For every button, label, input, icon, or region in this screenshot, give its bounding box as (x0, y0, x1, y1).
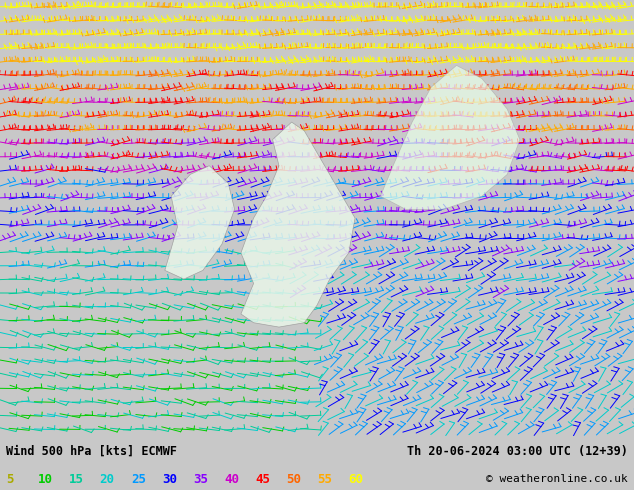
Polygon shape (165, 166, 235, 279)
Text: 5: 5 (6, 473, 14, 486)
Text: 60: 60 (349, 473, 364, 486)
Polygon shape (241, 122, 355, 327)
Text: 30: 30 (162, 473, 177, 486)
Text: Wind 500 hPa [kts] ECMWF: Wind 500 hPa [kts] ECMWF (6, 445, 178, 458)
Text: 15: 15 (68, 473, 84, 486)
Text: © weatheronline.co.uk: © weatheronline.co.uk (486, 474, 628, 484)
Text: 55: 55 (318, 473, 333, 486)
Text: 35: 35 (193, 473, 208, 486)
Text: 45: 45 (256, 473, 270, 486)
Text: 40: 40 (224, 473, 239, 486)
Text: 25: 25 (131, 473, 146, 486)
Text: Th 20-06-2024 03:00 UTC (12+39): Th 20-06-2024 03:00 UTC (12+39) (407, 445, 628, 458)
Polygon shape (380, 66, 520, 209)
Text: 10: 10 (37, 473, 53, 486)
Text: 20: 20 (100, 473, 115, 486)
Text: 50: 50 (287, 473, 301, 486)
